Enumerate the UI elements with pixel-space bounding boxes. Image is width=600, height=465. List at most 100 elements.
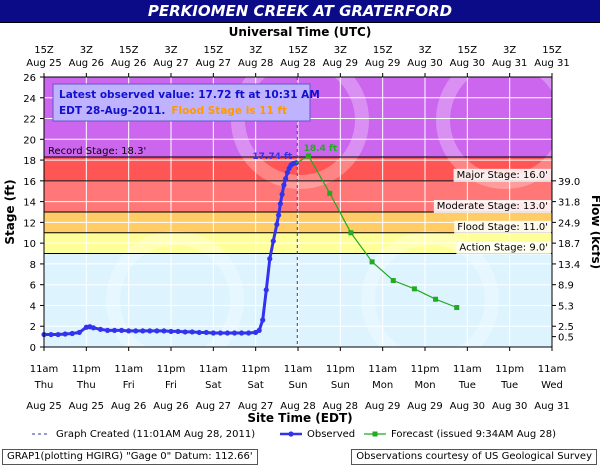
bottom-tick-date: Aug 26 <box>111 401 146 412</box>
bottom-tick-day: Sat <box>247 380 263 391</box>
bottom-tick-day: Mon <box>414 380 435 391</box>
observed-point <box>189 329 195 335</box>
bottom-tick-time: 11pm <box>241 364 270 375</box>
flow-tick-label: 2.5 <box>558 322 574 333</box>
observed-point <box>274 221 280 228</box>
info-line-1: Latest observed value: 17.72 ft at 10:31… <box>59 89 320 101</box>
watermark-seal-0 <box>106 231 244 369</box>
y-tick-label: 26 <box>23 73 36 84</box>
observed-point <box>48 331 54 338</box>
top-tick-time: 15Z <box>34 45 54 56</box>
top-tick-time: 15Z <box>373 45 393 56</box>
y-tick-label: 10 <box>23 239 36 250</box>
stage-label-0: Record Stage: 18.3' <box>48 146 146 157</box>
observed-point <box>69 330 75 337</box>
bottom-tick-date: Aug 30 <box>492 401 527 412</box>
bottom-tick-day: Tue <box>500 380 518 391</box>
x-axis-title: Site Time (EDT) <box>247 411 352 425</box>
observed-point <box>97 326 104 332</box>
forecast-point <box>348 230 354 236</box>
observed-point <box>168 328 174 335</box>
y-tick-label: 8 <box>30 260 36 271</box>
top-tick-date: Aug 31 <box>534 58 569 69</box>
y-tick-label: 16 <box>23 177 36 188</box>
observed-point <box>246 330 252 336</box>
y-tick-label: 14 <box>23 198 36 209</box>
bottom-tick-time: 11am <box>453 364 482 375</box>
stage-label-2: Moderate Stage: 13.0' <box>437 201 548 212</box>
bottom-tick-time: 11pm <box>72 364 101 375</box>
footer: GRAP1(plotting HGIRG) "Gage 0" Datum: 11… <box>0 447 600 465</box>
y-tick-label: 18 <box>23 156 36 167</box>
top-tick-date: Aug 29 <box>365 58 400 69</box>
forecast-point <box>454 305 460 311</box>
top-axis-title: Universal Time (UTC) <box>229 25 372 39</box>
forecast-point <box>433 296 439 302</box>
bottom-tick-day: Mon <box>372 380 393 391</box>
stage-label-bg-3 <box>454 220 551 234</box>
observed-point <box>196 329 202 336</box>
flow-tick-label: 8.9 <box>558 281 574 292</box>
info-line-flood: Flood Stage is 11 ft <box>171 105 287 117</box>
bottom-tick-date: Aug 28 <box>323 401 358 412</box>
forecast-point <box>369 259 375 265</box>
watermark-seal-1 <box>361 231 499 369</box>
legend-forecast: Forecast (issued 9:34AM Aug 28) <box>391 429 556 440</box>
observed-point <box>263 287 269 293</box>
observed-point <box>210 330 216 336</box>
y-axis-title: Stage (ft) <box>3 179 17 244</box>
top-tick-date: Aug 27 <box>153 58 188 69</box>
bottom-tick-date: Aug 25 <box>26 401 61 412</box>
forecast-point <box>411 286 417 292</box>
observed-point <box>104 327 111 333</box>
observed-point <box>119 327 125 333</box>
top-tick-time: 3Z <box>334 45 347 56</box>
observed-point <box>161 328 167 334</box>
bottom-tick-time: 11am <box>538 364 567 375</box>
bottom-tick-date: Aug 29 <box>407 401 442 412</box>
bottom-tick-day: Sat <box>205 380 221 391</box>
flow-tick-label: 39.0 <box>558 177 580 188</box>
observed-point <box>203 329 209 336</box>
stage-label-3: Flood Stage: 11.0' <box>457 222 548 233</box>
observed-point <box>279 191 285 197</box>
top-tick-date: Aug 27 <box>196 58 231 69</box>
footer-datum: GRAP1(plotting HGIRG) "Gage 0" Datum: 11… <box>2 449 258 465</box>
observed-point <box>270 238 276 244</box>
legend-forecast-marker <box>372 431 378 437</box>
y-tick-label: 2 <box>30 322 36 333</box>
observed-point <box>126 328 132 334</box>
top-tick-date: Aug 28 <box>238 58 273 69</box>
observed-point <box>76 329 82 336</box>
bottom-tick-day: Thu <box>34 380 54 391</box>
bottom-tick-time: 11pm <box>411 364 440 375</box>
bottom-tick-time: 11am <box>199 364 228 375</box>
y-tick-label: 4 <box>30 301 36 312</box>
observed-point <box>90 325 96 331</box>
bottom-tick-date: Aug 27 <box>196 401 231 412</box>
bottom-tick-day: Sun <box>288 380 307 391</box>
y-tick-label: 0 <box>30 343 36 354</box>
top-tick-date: Aug 28 <box>280 58 315 69</box>
top-tick-date: Aug 25 <box>26 58 61 69</box>
flow-tick-label: 5.3 <box>558 301 574 312</box>
y-tick-label: 20 <box>23 135 36 146</box>
top-tick-date: Aug 30 <box>450 58 485 69</box>
top-tick-date: Aug 29 <box>323 58 358 69</box>
bottom-tick-time: 11pm <box>326 364 355 375</box>
top-tick-time: 15Z <box>204 45 224 56</box>
y-tick-label: 12 <box>23 218 36 229</box>
forecast-point <box>327 190 333 196</box>
bottom-tick-date: Aug 26 <box>153 401 188 412</box>
top-tick-time: 3Z <box>164 45 177 56</box>
observed-point <box>217 330 223 336</box>
flow-tick-label: 31.8 <box>558 198 580 209</box>
bottom-tick-time: 11am <box>114 364 143 375</box>
observed-point <box>175 328 181 335</box>
bottom-tick-day: Fri <box>165 380 177 391</box>
top-tick-time: 15Z <box>119 45 139 56</box>
bottom-tick-day: Fri <box>123 380 135 391</box>
stage-label-1: Major Stage: 16.0' <box>457 170 548 181</box>
observed-point <box>256 327 262 333</box>
